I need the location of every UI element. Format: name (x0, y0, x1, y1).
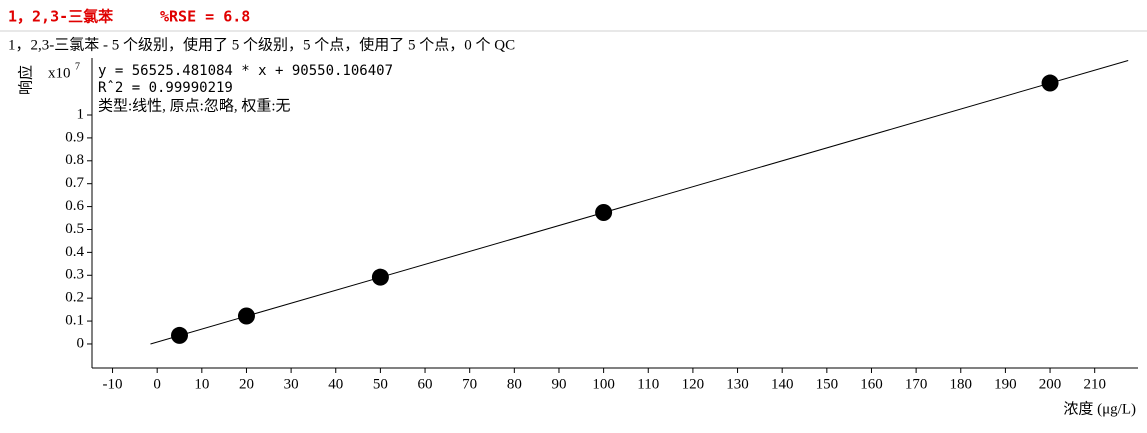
x-tick-label: 40 (328, 376, 343, 392)
x-tick-label: 10 (194, 376, 209, 392)
x-tick-label: 120 (682, 376, 705, 392)
x-tick-label: 180 (950, 376, 973, 392)
x-tick-label: 100 (592, 376, 615, 392)
y-axis-label: 响应 (16, 65, 34, 95)
subtitle: 1，2,3-三氯苯 - 5 个级别，使用了 5 个级别，5 个点，使用了 5 个… (8, 36, 515, 53)
x-tick-label: 90 (551, 376, 566, 392)
y-tick-label: 0.6 (65, 198, 84, 214)
y-tick-label: 0.9 (65, 129, 84, 145)
x-tick-label: 0 (153, 376, 161, 392)
rse-label: %RSE = 6.8 (160, 8, 250, 26)
y-multiplier-exponent: 7 (75, 61, 80, 72)
y-tick-label: 0.1 (65, 313, 84, 329)
x-tick-label: 150 (816, 376, 839, 392)
x-tick-label: 70 (462, 376, 477, 392)
y-tick-label: 0.3 (65, 267, 84, 283)
x-tick-label: 190 (994, 376, 1017, 392)
x-tick-label: 80 (507, 376, 522, 392)
x-tick-label: 30 (284, 376, 299, 392)
chart-title: 1，2,3-三氯苯 (8, 8, 114, 26)
y-tick-label: 0.2 (65, 290, 84, 306)
data-point (595, 203, 613, 221)
y-tick-label: 0.5 (65, 221, 84, 237)
x-axis-label: 浓度 (μg/L) (1063, 400, 1136, 417)
x-tick-label: 170 (905, 376, 928, 392)
y-tick-label: 0.4 (65, 244, 84, 260)
data-point (371, 268, 389, 286)
x-tick-label: 160 (860, 376, 883, 392)
annotation: Rˆ2 = 0.99990219 (98, 80, 233, 96)
x-tick-label: 130 (726, 376, 749, 392)
y-tick-label: 0.8 (65, 152, 84, 168)
data-point (171, 326, 189, 344)
x-tick-label: 60 (418, 376, 433, 392)
data-point (237, 307, 255, 325)
x-tick-label: -10 (103, 376, 123, 392)
y-tick-label: 0.7 (65, 175, 84, 191)
annotation: 类型:线性, 原点:忽略, 权重:无 (98, 97, 291, 114)
fit-line (150, 60, 1129, 345)
y-tick-label: 0 (77, 335, 85, 351)
x-tick-label: 20 (239, 376, 254, 392)
data-point (1041, 74, 1059, 92)
annotation: y = 56525.481084 * x + 90550.106407 (98, 63, 393, 79)
x-tick-label: 110 (637, 376, 659, 392)
y-tick-label: 1 (77, 106, 85, 122)
x-tick-label: 210 (1083, 376, 1106, 392)
y-multiplier: x10 (48, 65, 71, 81)
x-tick-label: 50 (373, 376, 388, 392)
x-tick-label: 200 (1039, 376, 1062, 392)
x-tick-label: 140 (771, 376, 794, 392)
